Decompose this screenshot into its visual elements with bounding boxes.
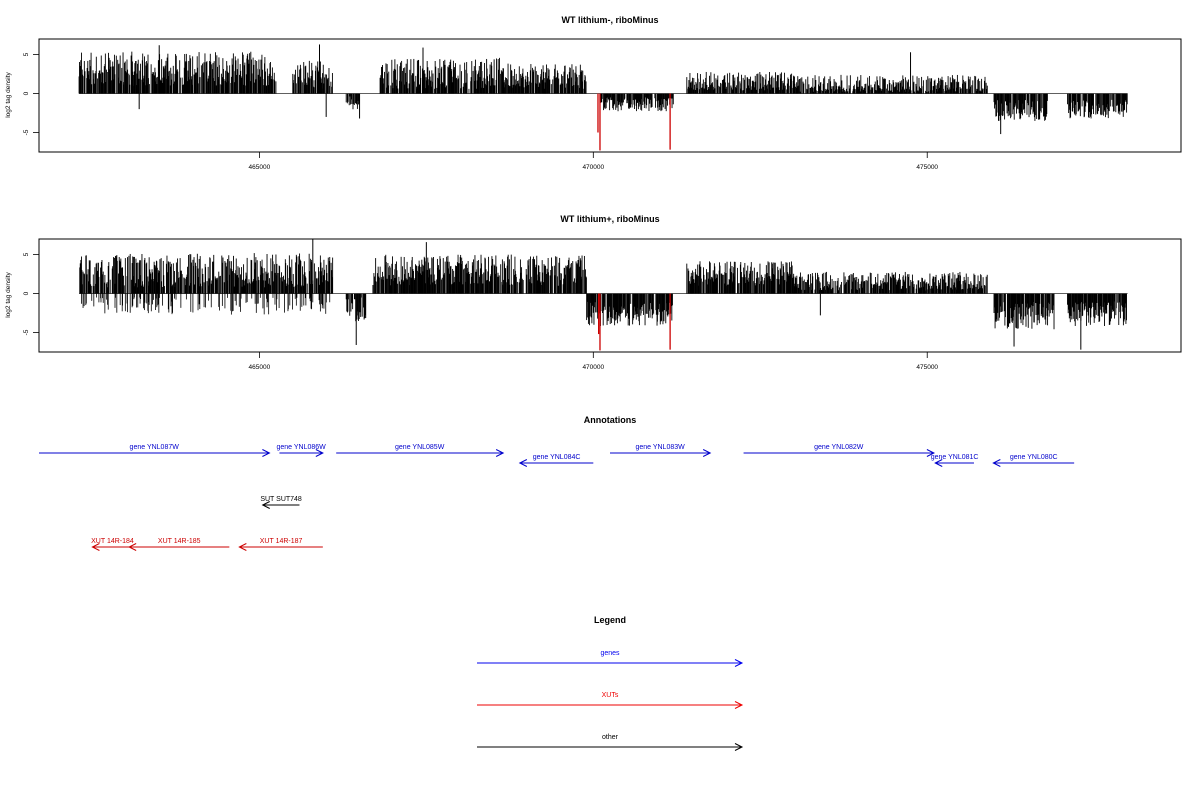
- x-tick-label: 470000: [582, 164, 604, 171]
- annotation-feature: XUT 14R-187: [238, 538, 323, 551]
- feature-arrowhead: [495, 449, 505, 457]
- x-tick-label: 470000: [582, 364, 604, 371]
- feature-arrowhead: [315, 449, 324, 457]
- y-axis-label: log2 tag density: [5, 71, 12, 117]
- legend-label: genes: [600, 650, 620, 657]
- legend-items: genes XUTs other: [477, 650, 744, 751]
- feature-label: XUT 14R-187: [260, 538, 303, 545]
- x-axis: 465000 470000 475000: [249, 152, 938, 171]
- annotations-title: Annotations: [584, 415, 637, 425]
- feature-label: SUT SUT748: [260, 496, 302, 503]
- feature-arrowhead: [238, 543, 247, 551]
- y-tick-label: -5: [23, 329, 30, 335]
- annotation-feature: gene YNL083W: [610, 444, 712, 457]
- feature-label: XUT 14R-185: [158, 538, 201, 545]
- x-axis: 465000 470000 475000: [249, 352, 938, 371]
- legend-label: other: [602, 734, 619, 741]
- annotation-features: gene YNL087W gene YNL086W gene YNL085W gene…: [39, 444, 1075, 551]
- feature-arrowhead: [992, 459, 1001, 467]
- legend-item-other: other: [477, 734, 744, 751]
- feature-arrowhead: [926, 449, 936, 457]
- legend-arrowhead: [734, 743, 744, 751]
- legend-item-genes: genes: [477, 650, 744, 667]
- legend-label: XUTs: [602, 692, 619, 699]
- feature-arrowhead: [934, 459, 943, 467]
- feature-label: gene YNL087W: [130, 444, 180, 451]
- x-tick-label: 465000: [249, 364, 271, 371]
- legend-arrowhead: [734, 701, 744, 709]
- x-tick-label: 475000: [916, 164, 938, 171]
- feature-label: gene YNL086W: [276, 444, 326, 451]
- coverage-bars: [78, 44, 1128, 151]
- feature-label: gene YNL083W: [635, 444, 685, 451]
- feature-arrowhead: [128, 543, 137, 551]
- x-tick-label: 475000: [916, 364, 938, 371]
- y-tick-label: 0: [23, 291, 30, 295]
- annotation-feature: gene YNL081C: [931, 454, 979, 467]
- feature-label: gene YNL081C: [931, 454, 979, 461]
- coverage-bars: [79, 239, 1128, 351]
- legend-arrowhead: [734, 659, 744, 667]
- annotation-feature: gene YNL086W: [276, 444, 326, 457]
- legend: Legend genes XUTs other: [477, 615, 744, 751]
- plot-frame: [38, 38, 1182, 153]
- feature-label: gene YNL085W: [395, 444, 445, 451]
- y-axis: 5 0 -5: [23, 52, 39, 135]
- annotation-feature: gene YNL084C: [518, 454, 594, 467]
- feature-arrowhead: [91, 543, 100, 551]
- y-tick-label: 0: [23, 91, 30, 95]
- panel-title: WT lithium+, riboMinus: [560, 214, 659, 224]
- annotation-feature: gene YNL087W: [39, 444, 271, 457]
- annotation-feature: gene YNL082W: [743, 444, 936, 457]
- feature-arrowhead: [261, 501, 270, 509]
- feature-arrowhead: [518, 459, 528, 467]
- annotation-feature: XUT 14R-185: [128, 538, 230, 551]
- coverage-panel-lithium-minus: WT lithium-, riboMinus log2 tag density …: [5, 15, 1182, 171]
- feature-label: gene YNL082W: [814, 444, 864, 451]
- x-tick-label: 465000: [249, 164, 271, 171]
- legend-item-xuts: XUTs: [477, 692, 744, 709]
- y-axis-label: log2 tag density: [5, 271, 12, 317]
- coverage-panel-lithium-plus: WT lithium+, riboMinus log2 tag density …: [5, 214, 1182, 371]
- annotation-feature: XUT 14R-184: [91, 538, 134, 551]
- y-tick-label: 5: [23, 52, 30, 56]
- legend-title: Legend: [594, 615, 626, 625]
- y-tick-label: -5: [23, 129, 30, 135]
- feature-label: gene YNL084C: [533, 454, 581, 461]
- y-axis: 5 0 -5: [23, 252, 39, 335]
- panel-title: WT lithium-, riboMinus: [562, 15, 659, 25]
- feature-label: gene YNL080C: [1010, 454, 1058, 461]
- annotations-panel: Annotations gene YNL087W gene YNL086W gene…: [39, 415, 1075, 551]
- annotation-feature: gene YNL080C: [992, 454, 1075, 467]
- plot-frame: [38, 238, 1182, 353]
- feature-label: XUT 14R-184: [91, 538, 134, 545]
- y-tick-label: 5: [23, 252, 30, 256]
- feature-arrowhead: [702, 449, 712, 457]
- feature-arrowhead: [262, 449, 271, 457]
- annotation-feature: SUT SUT748: [260, 496, 302, 509]
- annotation-feature: gene YNL085W: [336, 444, 505, 457]
